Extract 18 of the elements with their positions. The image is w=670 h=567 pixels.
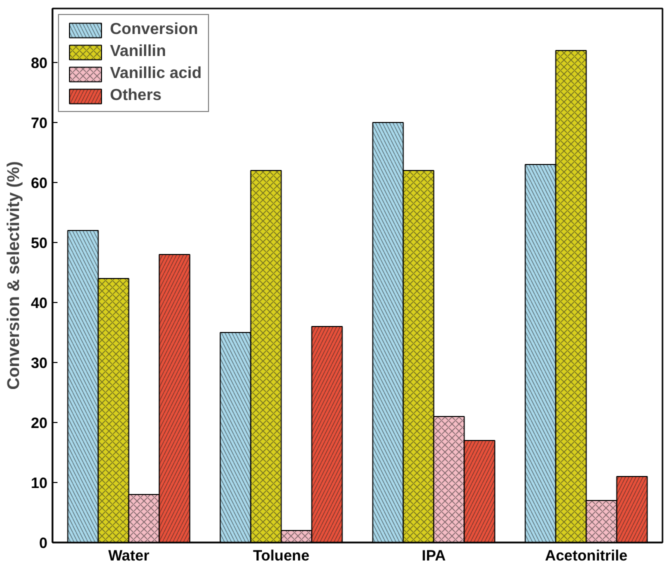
y-tick-label: 10 [30,475,48,492]
x-tick-label: Acetonitrile [544,548,628,564]
y-tick-label: 20 [30,415,48,432]
y-tick-label: 0 [39,535,48,552]
x-tick-label: IPA [422,548,446,564]
y-tick-label: 40 [30,295,48,312]
legend-label: Conversion [110,21,198,39]
y-tick-label: 70 [30,115,48,132]
x-tick-label: Toluene [253,548,310,564]
y-tick-label: 60 [30,175,48,192]
legend-label: Vanillin [110,43,166,61]
y-tick-label: 50 [30,235,48,252]
legend-label: Others [110,87,162,105]
y-axis-title: Conversion & selectivity (%) [4,161,23,390]
x-tick-label: Water [108,548,150,564]
legend-label: Vanillic acid [110,65,202,83]
y-tick-label: 80 [30,55,48,72]
y-tick-label: 30 [30,355,48,372]
